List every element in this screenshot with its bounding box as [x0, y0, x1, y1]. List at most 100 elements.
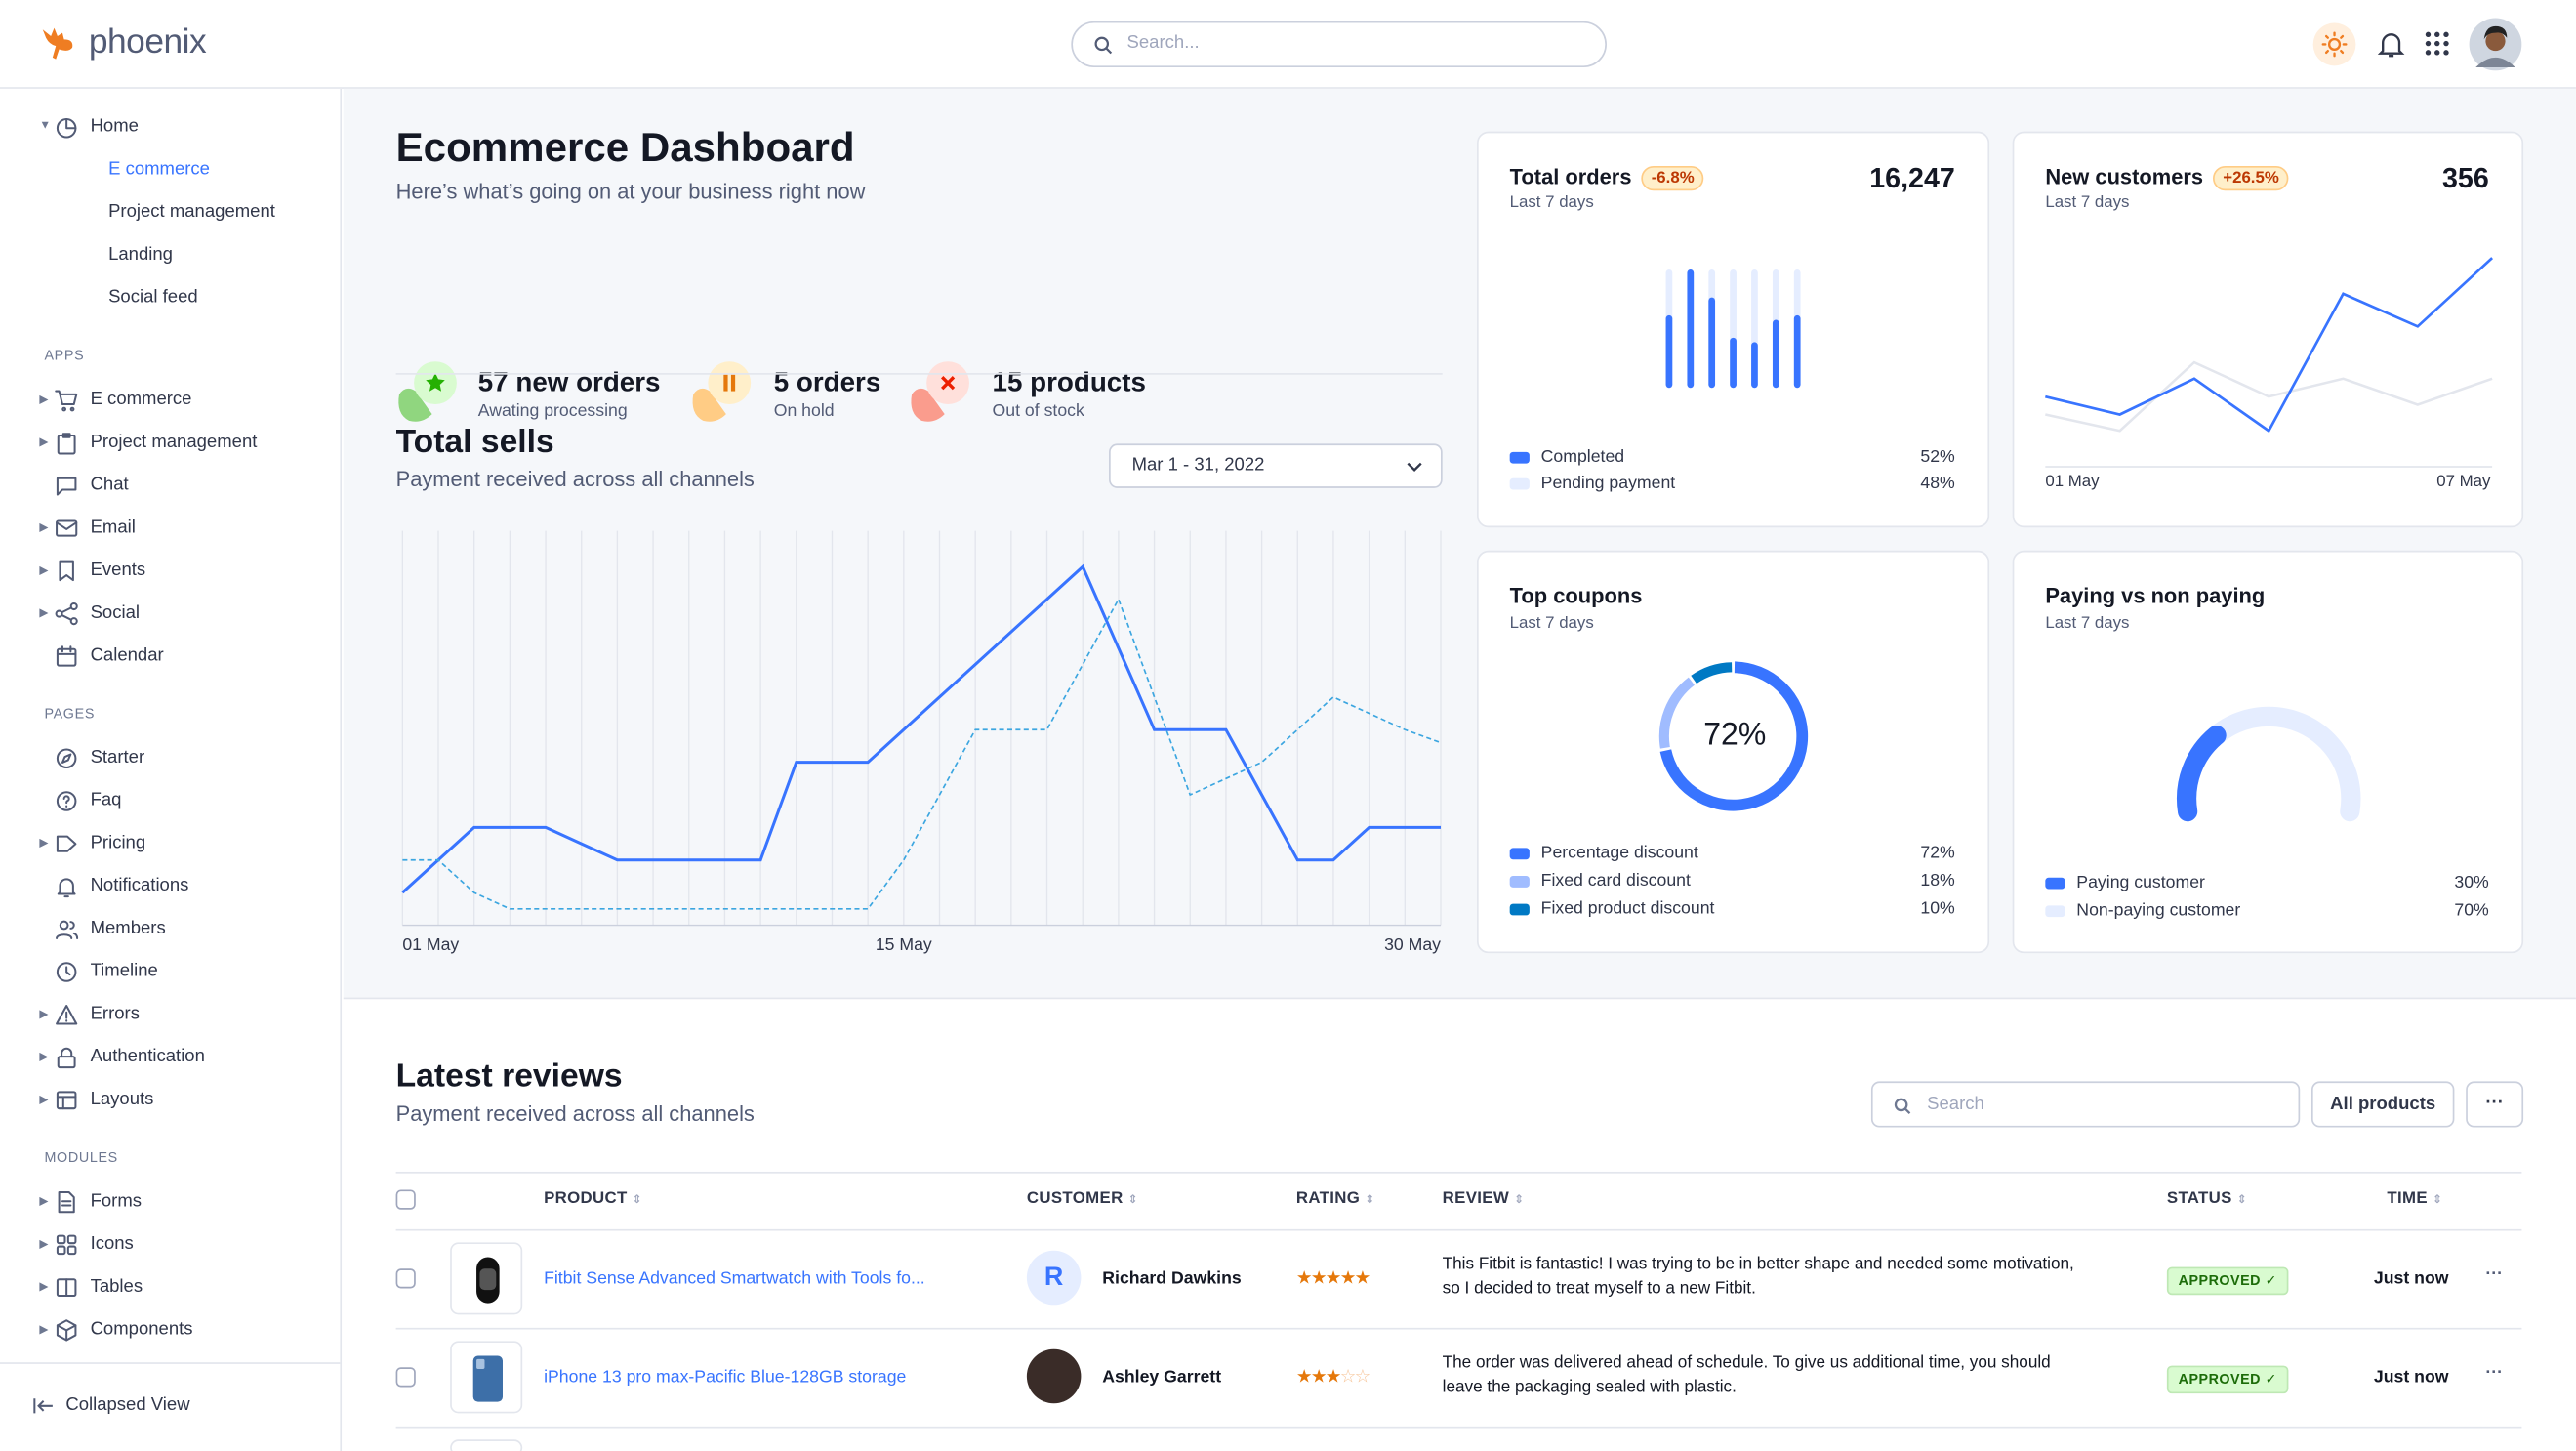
star-filled-icon: ★ — [1326, 1268, 1340, 1288]
series-line-1 — [2045, 362, 2492, 431]
pie-chart-icon — [55, 115, 79, 140]
sidebar-item-home-social-feed[interactable]: Social feed — [0, 279, 340, 318]
column-label: STATUS — [2167, 1189, 2232, 1208]
sidebar-item-members[interactable]: Members — [0, 910, 340, 949]
apps-grid-icon[interactable] — [2425, 31, 2449, 56]
sidebar-item-forms[interactable]: ▶Forms — [0, 1183, 340, 1223]
series-line-dashed — [402, 600, 1441, 909]
star-filled-icon: ★ — [1311, 1367, 1326, 1387]
row-actions-button[interactable]: ··· — [2485, 1362, 2503, 1382]
sidebar-item-project-management[interactable]: ▶Project management — [0, 424, 340, 463]
sidebar-item-label: E commerce — [108, 159, 210, 179]
global-search-input[interactable]: Search... — [1071, 21, 1607, 67]
customer-name[interactable]: Ashley Garrett — [1102, 1367, 1221, 1387]
sidebar-item-errors[interactable]: ▶Errors — [0, 996, 340, 1035]
user-avatar[interactable] — [2470, 19, 2522, 71]
sidebar-item-events[interactable]: ▶Events — [0, 552, 340, 591]
sidebar-item-label: Timeline — [91, 962, 158, 981]
donut-slice-2 — [1694, 667, 1732, 680]
column-header-customer[interactable]: CUSTOMER ⇕ — [1027, 1189, 1138, 1208]
columns-icon — [55, 1275, 79, 1300]
star-empty-icon: ☆ — [1355, 1367, 1370, 1387]
row-actions-button[interactable]: ··· — [2485, 1264, 2503, 1283]
sidebar-item-layouts[interactable]: ▶Layouts — [0, 1081, 340, 1120]
row-checkbox[interactable] — [396, 1268, 416, 1288]
star-filled-icon: ★ — [1296, 1268, 1311, 1288]
reviews-title: Latest reviews — [396, 1058, 623, 1097]
sidebar-item-home-project-management[interactable]: Project management — [0, 194, 340, 233]
new-customers-card: New customers+26.5% 356 Last 7 days 01 M… — [2013, 132, 2523, 528]
check-icon: ✓ — [2265, 1371, 2277, 1388]
review-text: This Fitbit is fantastic! I was trying t… — [1443, 1256, 2074, 1274]
x-tick-label: 15 May — [876, 934, 932, 954]
sidebar-item-email[interactable]: ▶Email — [0, 510, 340, 549]
cart-icon — [55, 388, 79, 412]
bell-icon[interactable] — [2377, 29, 2405, 59]
more-options-button[interactable]: ··· — [2466, 1081, 2523, 1127]
total-orders-card: Total orders-6.8% 16,247 Last 7 days Com… — [1477, 132, 1989, 528]
sidebar-item-authentication[interactable]: ▶Authentication — [0, 1039, 340, 1078]
sort-icon: ⇕ — [1365, 1195, 1374, 1207]
sidebar-divider — [0, 1362, 340, 1364]
column-header-review[interactable]: REVIEW ⇕ — [1443, 1189, 1525, 1208]
sidebar-item-label: Components — [91, 1319, 193, 1339]
product-image — [450, 1439, 522, 1451]
clipboard-icon — [55, 431, 79, 455]
row-checkbox[interactable] — [396, 1367, 416, 1387]
collapse-sidebar-button[interactable]: Collapsed View — [0, 1387, 340, 1426]
compass-icon — [55, 746, 79, 770]
product-link[interactable]: iPhone 13 pro max-Pacific Blue-128GB sto… — [544, 1367, 906, 1387]
sidebar-item-home-landing[interactable]: Landing — [0, 236, 340, 275]
sidebar-item-faq[interactable]: Faq — [0, 782, 340, 821]
legend-swatch — [1510, 478, 1530, 490]
table-top-border — [396, 1172, 2522, 1174]
caret-right-icon: ▶ — [39, 1195, 48, 1208]
sidebar-item-icons[interactable]: ▶Icons — [0, 1226, 340, 1265]
sidebar-item-home-e-commerce[interactable]: E commerce — [0, 151, 340, 190]
sidebar-item-timeline[interactable]: Timeline — [0, 953, 340, 992]
sidebar-item-starter[interactable]: Starter — [0, 739, 340, 778]
check-icon: ✓ — [2265, 1272, 2277, 1289]
sidebar-item-calendar[interactable]: Calendar — [0, 638, 340, 677]
phoenix-logo-icon[interactable] — [39, 24, 78, 63]
all-products-button[interactable]: All products — [2311, 1081, 2454, 1127]
customer-name[interactable]: Richard Dawkins — [1102, 1268, 1241, 1288]
sidebar-item-e-commerce[interactable]: ▶E commerce — [0, 381, 340, 420]
column-header-status[interactable]: STATUS ⇕ — [2167, 1189, 2247, 1208]
sidebar-item-label: Project management — [108, 202, 275, 222]
package-icon — [55, 1318, 79, 1343]
sidebar-item-social[interactable]: ▶Social — [0, 595, 340, 634]
select-all-checkbox[interactable] — [396, 1189, 416, 1209]
sidebar-item-home[interactable]: ▼Home — [0, 108, 340, 147]
search-placeholder: Search — [1927, 1095, 1984, 1114]
column-header-rating[interactable]: RATING ⇕ — [1296, 1189, 1375, 1208]
legend-value: 18% — [1920, 871, 1954, 891]
column-label: CUSTOMER — [1027, 1189, 1124, 1208]
column-header-time[interactable]: TIME ⇕ — [2387, 1189, 2442, 1208]
bell-icon — [55, 874, 79, 898]
legend-label: Completed — [1541, 447, 1624, 467]
theme-toggle-button[interactable] — [2313, 23, 2356, 66]
customer-avatar[interactable] — [1027, 1349, 1082, 1404]
lock-icon — [55, 1045, 79, 1069]
sidebar-item-chat[interactable]: Chat — [0, 467, 340, 506]
product-image[interactable] — [450, 1341, 522, 1413]
reviews-search-input[interactable]: Search — [1871, 1081, 2300, 1127]
sidebar-item-tables[interactable]: ▶Tables — [0, 1268, 340, 1307]
brand-name[interactable]: phoenix — [89, 23, 206, 62]
grid-icon — [55, 1232, 79, 1257]
customer-avatar[interactable]: R — [1027, 1251, 1082, 1306]
sidebar-section-label: PAGES — [44, 705, 95, 722]
sidebar-item-notifications[interactable]: Notifications — [0, 868, 340, 907]
product-link[interactable]: Fitbit Sense Advanced Smartwatch with To… — [544, 1268, 925, 1288]
sidebar-item-components[interactable]: ▶Components — [0, 1311, 340, 1350]
column-header-product[interactable]: PRODUCT ⇕ — [544, 1189, 642, 1208]
legend-label: Non-paying customer — [2076, 900, 2240, 920]
donut-center-label: 72% — [1479, 718, 1991, 754]
dashboard-main: Ecommerce Dashboard Here’s what’s going … — [344, 89, 2576, 998]
sidebar-item-pricing[interactable]: ▶Pricing — [0, 825, 340, 864]
product-image[interactable] — [450, 1242, 522, 1314]
